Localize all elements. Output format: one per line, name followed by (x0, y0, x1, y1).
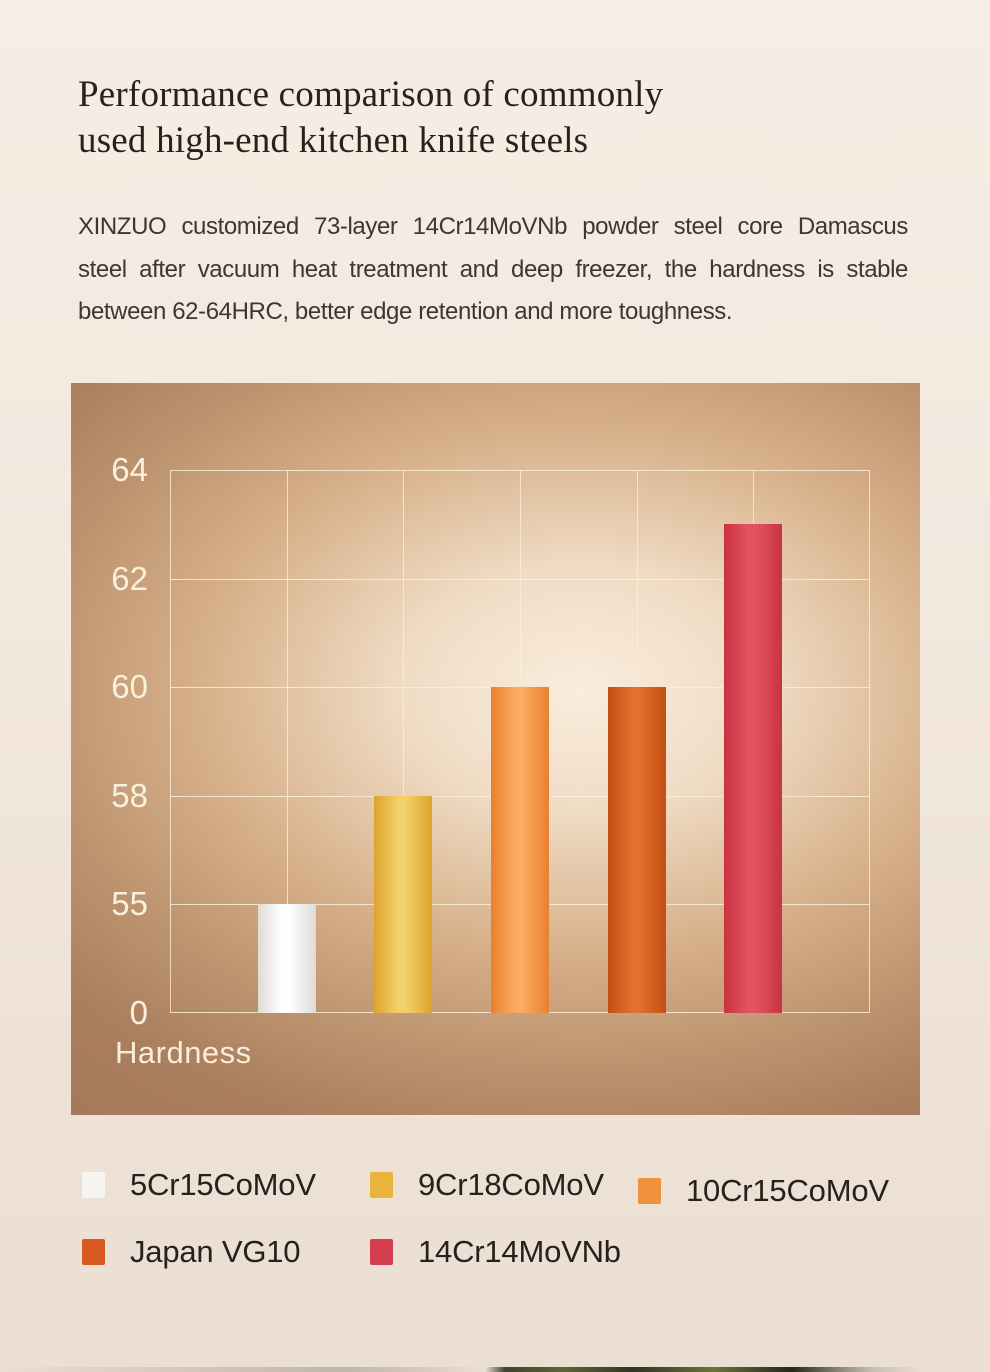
y-tick-label: 60 (111, 668, 148, 706)
y-tick-label: 62 (111, 559, 148, 597)
description-line-1: XINZUO customized 73-layer 14Cr14MoVNb p… (78, 213, 908, 240)
chart-panel: 0 55 58 60 62 64 Hardness (71, 383, 920, 1115)
page-title-line-1: Performance comparison of commonly (78, 74, 664, 115)
chart-legend: 5Cr15CoMoV 9Cr18CoMoV 10Cr15CoMoV Japan … (0, 1167, 990, 1277)
gridline-vertical (403, 470, 405, 1013)
bar-14cr14movnb (724, 524, 783, 1013)
legend-label: 10Cr15CoMoV (686, 1173, 889, 1208)
legend-item-10cr15comov: 10Cr15CoMoV (638, 1173, 889, 1209)
bar-10cr15comov (491, 687, 549, 1013)
legend-item-japan-vg10: Japan VG10 (82, 1234, 301, 1270)
gridline-vertical (869, 470, 870, 1013)
plot-area: 0 55 58 60 62 64 (111, 451, 870, 1031)
legend-swatch-icon (370, 1239, 393, 1265)
gridline-vertical (286, 470, 288, 1013)
y-tick-label: 0 (129, 994, 148, 1031)
legend-label: Japan VG10 (130, 1234, 301, 1269)
legend-swatch-icon (638, 1178, 661, 1204)
gridline-vertical (170, 470, 171, 1013)
bar-japan-vg10 (607, 687, 666, 1013)
legend-swatch-icon (370, 1172, 393, 1198)
next-section-peek-strip (0, 1367, 990, 1372)
legend-item-5cr15comov: 5Cr15CoMoV (82, 1167, 316, 1203)
description-line-2: steel after vacuum heat treatment and de… (78, 255, 908, 283)
page-title: Performance comparison of commonly used … (78, 72, 663, 164)
bar-9cr18comov (374, 795, 433, 1013)
y-tick-label: 58 (111, 776, 148, 814)
legend-label: 14Cr14MoVNb (418, 1234, 621, 1269)
page-title-line-2: used high-end kitchen knife steels (78, 120, 589, 161)
bar-5cr15comov (257, 904, 316, 1013)
legend-label: 5Cr15CoMoV (130, 1167, 316, 1202)
legend-label: 9Cr18CoMoV (418, 1167, 604, 1202)
description: XINZUO customized 73-layer 14Cr14MoVNb p… (78, 206, 908, 334)
legend-item-9cr18comov: 9Cr18CoMoV (370, 1167, 604, 1203)
hardness-axis-label: Hardness (115, 1035, 252, 1070)
legend-item-14cr14movnb: 14Cr14MoVNb (370, 1234, 621, 1270)
y-tick-label: 55 (111, 885, 148, 923)
legend-swatch-icon (82, 1172, 105, 1198)
legend-swatch-icon (82, 1239, 105, 1265)
description-line-3: between 62-64HRC, better edge retention … (78, 298, 733, 325)
y-tick-label: 64 (111, 451, 148, 488)
